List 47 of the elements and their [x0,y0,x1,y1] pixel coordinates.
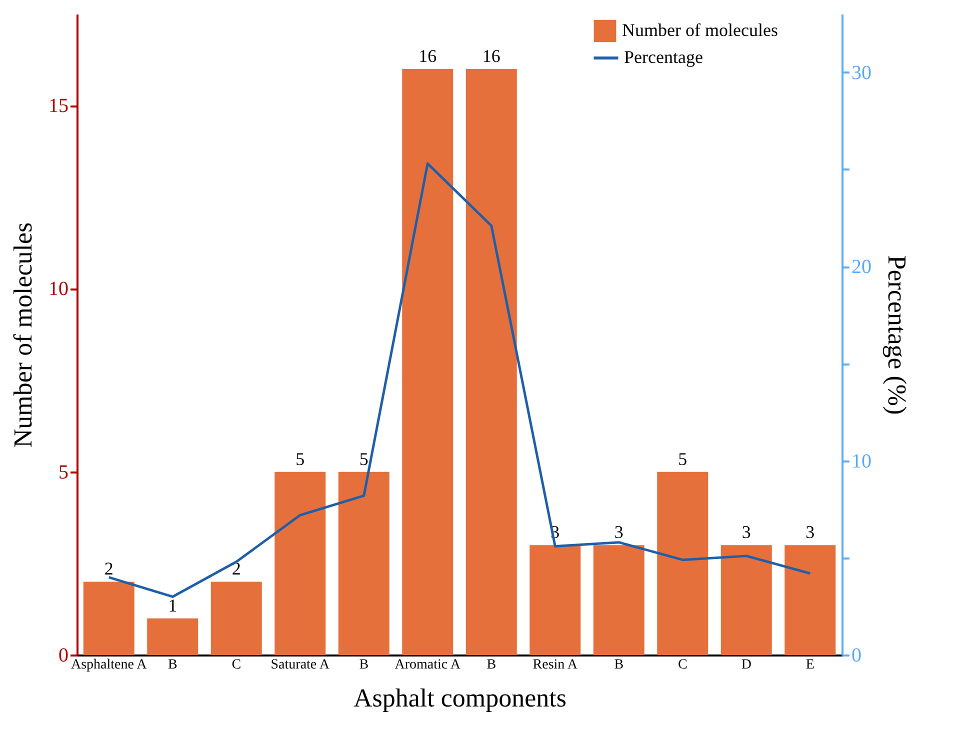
x-tick-label: B [168,658,178,672]
data-label: 1 [168,595,178,616]
data-label: 16 [418,46,437,66]
bar [402,68,454,655]
x-axis-title: Asphalt components [353,684,567,712]
x-tick-label: D [741,658,752,672]
data-label: 16 [482,46,500,66]
data-label: 5 [296,448,305,469]
bar [784,545,836,655]
y-axis-title: Number of molecules [8,222,38,448]
bar [210,582,262,655]
x-tick-label: Saturate A [270,658,330,672]
y-tick-label: 15 [48,95,68,118]
data-label: 3 [614,522,624,542]
x-tick-label: Asphaltene A [70,658,148,672]
bar [147,618,198,655]
y-tick-label: 10 [48,278,68,300]
x-tick-label: E [806,658,814,672]
bar [593,545,644,655]
data-label: 5 [678,448,688,469]
x-tick-label: B [359,658,369,672]
x-tick-label: C [232,658,242,672]
x-tick-label: B [614,658,624,672]
bar [530,545,581,655]
x-tick-label: Resin A [532,658,578,672]
bar [466,68,517,655]
bar [83,582,134,655]
y-tick-label: 5 [58,461,68,484]
y2-axis-title: Percentage (%) [882,255,912,415]
y2-tick-label: 10 [852,450,872,472]
y2-tick-label: 0 [852,644,862,666]
x-tick-label: B [486,658,496,672]
x-tick-label: C [678,658,688,672]
x-tick-label: Aromatic A [394,658,462,672]
legend-label: Number of molecules [622,20,778,40]
bar [720,545,772,655]
bar [657,472,708,655]
bar [338,472,390,655]
y2-tick-label: 20 [852,256,872,278]
bar [274,472,326,655]
legend-label: Percentage [624,47,703,67]
data-label: 2 [104,558,114,579]
y-tick-label: 0 [58,644,68,666]
data-label: 5 [359,448,368,469]
y2-tick-label: 30 [852,62,872,84]
data-label: 3 [806,522,815,542]
data-label: 3 [742,522,751,542]
